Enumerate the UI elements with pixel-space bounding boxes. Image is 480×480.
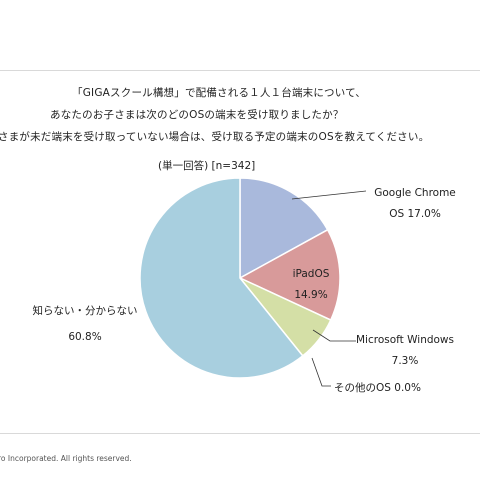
top-divider: [0, 70, 480, 71]
pie-slice-ipados: [238, 228, 341, 322]
slice-label-slice-4-line-2: 60.8%: [68, 331, 101, 343]
pie-slice-slice-4: [139, 177, 304, 379]
slice-label-microsoft-windows-line-2: 7.3%: [392, 355, 419, 367]
slice-label-microsoft-windows-line-1: Microsoft Windows: [356, 334, 454, 346]
leader-line-os: [311, 357, 331, 387]
chart-title-line-1: 「GIGAスクール構想」で配備される１人１台端末について、: [72, 87, 367, 99]
bottom-divider: [0, 433, 480, 434]
slice-label-google-chrome-os-line-2: OS 17.0%: [389, 208, 441, 220]
chart-title-line-2: あなたのお子さまは次のどのOSの端末を受け取りましたか？: [50, 109, 344, 121]
slice-label-os-line-1: その他のOS 0.0%: [334, 381, 421, 394]
copyright-text: ro Incorporated. All rights reserved.: [0, 454, 132, 463]
slice-label-slice-4-line-1: 知らない・分からない: [33, 304, 138, 317]
pie-slice-google-chrome-os: [239, 177, 329, 280]
slice-label-ipados-line-1: iPadOS: [293, 268, 330, 280]
leader-line-microsoft-windows: [312, 329, 356, 342]
leader-line-google-chrome-os: [291, 190, 367, 200]
chart-title-line-3: さまが未だ端末を受け取っていない場合は、受け取る予定の端末のOSを教えてください…: [0, 131, 430, 143]
chart-subtitle: (単一回答) [n=342]: [158, 160, 256, 172]
slice-label-ipados-line-2: 14.9%: [294, 289, 327, 301]
slice-label-google-chrome-os-line-1: Google Chrome: [374, 187, 456, 199]
